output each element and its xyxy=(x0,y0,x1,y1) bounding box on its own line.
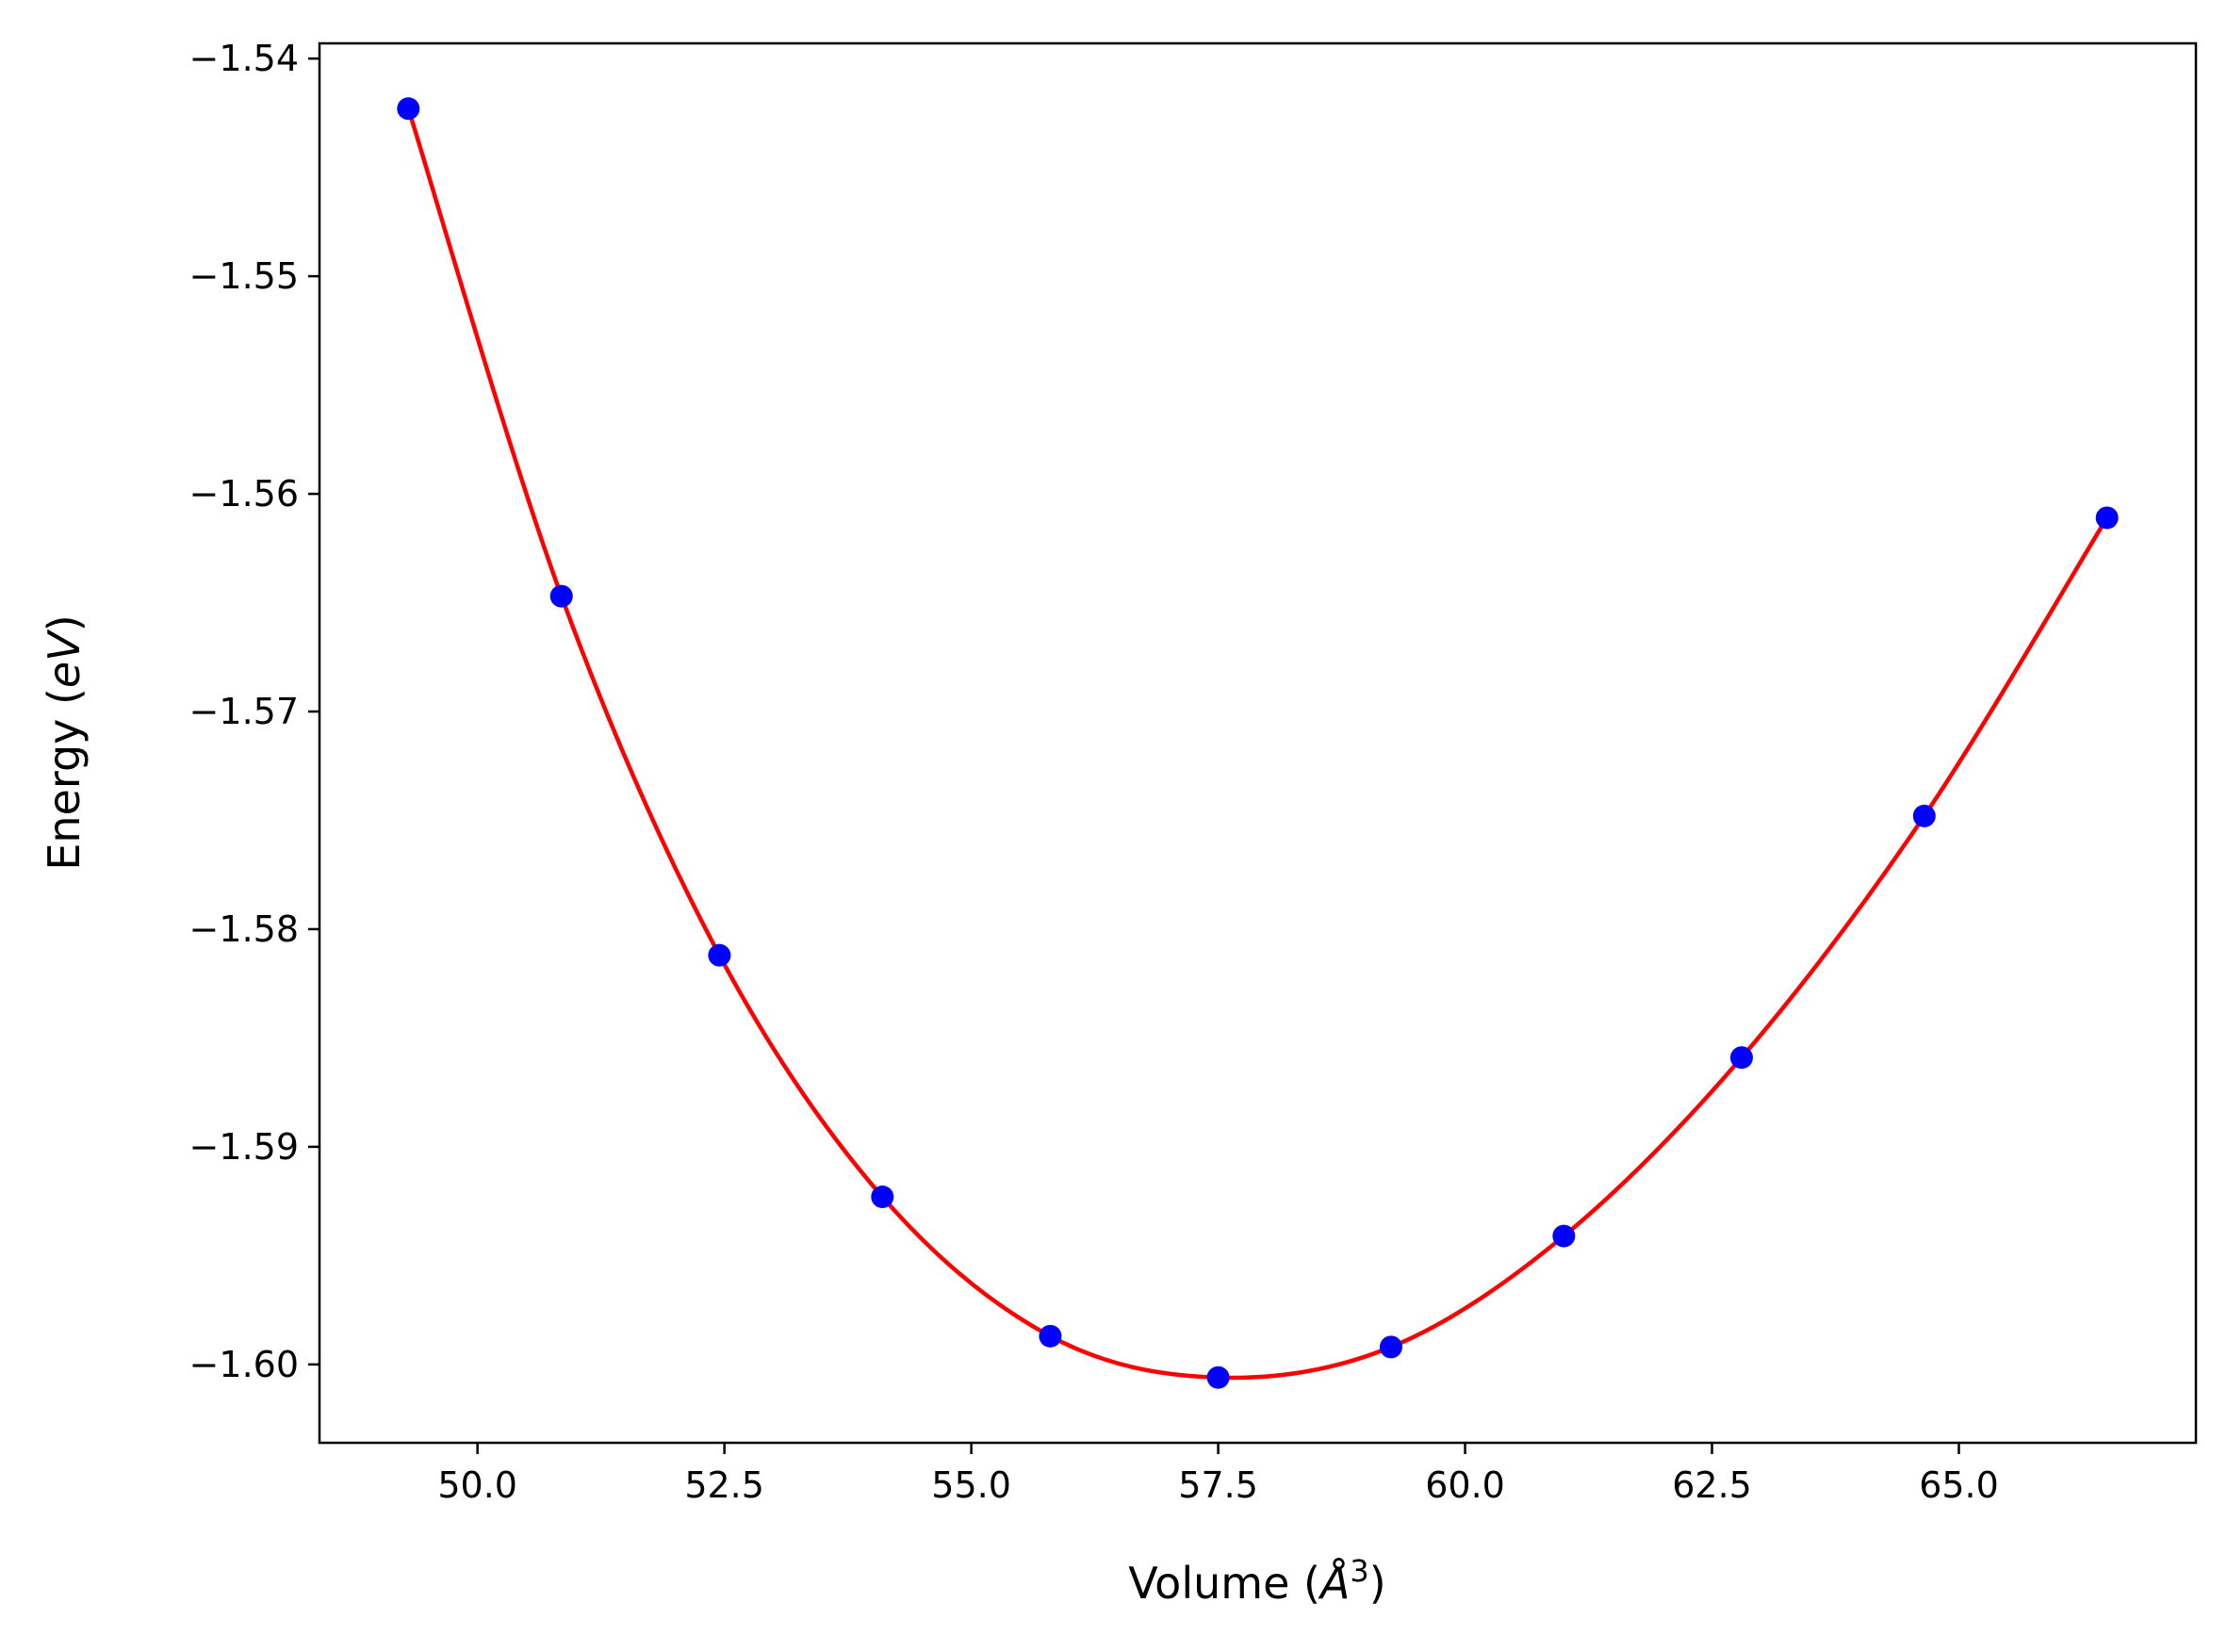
x-tick-label: 50.0 xyxy=(437,1464,517,1506)
data-point xyxy=(1206,1366,1230,1389)
x-axis-ticks: 50.0 52.5 55.0 57.5 60.0 62.5 65.0 xyxy=(437,1443,1999,1506)
data-point xyxy=(397,97,420,121)
y-tick-label: −1.56 xyxy=(189,473,299,515)
data-point xyxy=(1912,804,1936,827)
y-axis-label: Energy (eV) xyxy=(39,614,90,870)
data-point xyxy=(1729,1046,1753,1070)
y-tick-label: −1.59 xyxy=(189,1126,299,1168)
y-tick-label: −1.60 xyxy=(189,1344,299,1385)
y-tick-label: −1.55 xyxy=(189,255,299,297)
x-tick-label: 57.5 xyxy=(1178,1464,1258,1506)
data-point xyxy=(549,584,573,608)
x-tick-label: 62.5 xyxy=(1672,1464,1752,1506)
y-tick-label: −1.58 xyxy=(189,908,299,950)
x-tick-label: 65.0 xyxy=(1919,1464,1999,1506)
data-point xyxy=(708,943,731,967)
data-point xyxy=(1039,1324,1062,1348)
x-tick-label: 52.5 xyxy=(684,1464,764,1506)
data-point xyxy=(2095,506,2119,530)
plot-area-frame xyxy=(318,41,2198,1445)
x-tick-label: 55.0 xyxy=(931,1464,1011,1506)
y-tick-label: −1.57 xyxy=(189,691,299,732)
x-tick-label: 60.0 xyxy=(1425,1464,1505,1506)
fit-curve-line xyxy=(406,107,2109,1381)
data-point xyxy=(871,1186,894,1209)
y-axis-ticks: −1.54 −1.55 −1.56 −1.57 −1.58 −1.59 −1.60 xyxy=(189,38,319,1385)
data-point xyxy=(1552,1224,1576,1248)
y-tick-label: −1.54 xyxy=(189,38,299,79)
data-point xyxy=(1379,1335,1402,1359)
data-points-layer xyxy=(397,97,2119,1389)
x-axis-label: Volume (Å3) xyxy=(1128,1553,1385,1609)
fit-curve-layer xyxy=(406,107,2109,1381)
